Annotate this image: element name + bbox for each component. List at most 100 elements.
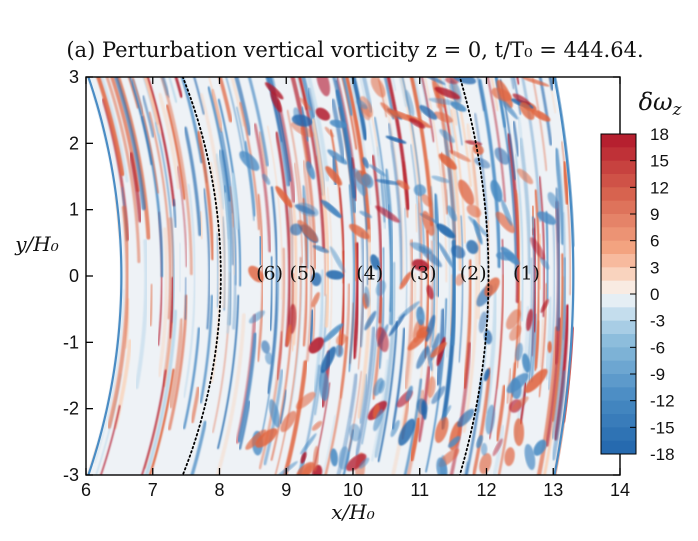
- vorticity-streak: [130, 77, 162, 134]
- colorbar-swatch: [601, 174, 636, 188]
- vorticity-streak: [293, 162, 304, 264]
- vorticity-streak: [172, 198, 178, 229]
- colorbar-tick-label: 3: [650, 258, 659, 277]
- vorticity-blob: [373, 409, 384, 432]
- x-tick-label: 8: [214, 480, 224, 500]
- vorticity-streak: [330, 98, 346, 163]
- vorticity-streak: [199, 210, 204, 240]
- vorticity-blob: [315, 107, 331, 121]
- vorticity-blob: [505, 309, 521, 330]
- vorticity-blob: [329, 246, 346, 273]
- vorticity-streak: [218, 77, 246, 127]
- vorticity-streak: [217, 294, 240, 450]
- vorticity-blob: [262, 173, 271, 186]
- vorticity-blob: [524, 443, 536, 471]
- x-axis-label: x/H₀: [331, 500, 374, 524]
- colorbar-swatch: [601, 347, 636, 362]
- vorticity-blob: [447, 205, 457, 222]
- vorticity-blob: [312, 245, 330, 253]
- colorbar-tick-labels: 18 15 12 9 6 3 0 -3 -6 -9 -12 -15 -18: [630, 125, 675, 464]
- vorticity-streak: [477, 338, 488, 413]
- vorticity-blob: [364, 286, 371, 308]
- y-tick-label: 3: [69, 67, 79, 87]
- vorticity-streak: [512, 120, 520, 157]
- vorticity-streak: [514, 153, 524, 322]
- vorticity-streak: [518, 137, 532, 275]
- x-tick-label: 10: [343, 480, 363, 500]
- region-labels: (6) (5) (4) (3) (2) (1): [256, 263, 540, 285]
- vorticity-blob: [290, 223, 303, 236]
- vorticity-streak: [118, 77, 159, 194]
- vorticity-blob: [458, 179, 475, 206]
- vorticity-blob: [511, 396, 529, 411]
- vorticity-streak: [86, 444, 97, 475]
- vorticity-blob: [356, 99, 368, 110]
- colorbar-swatch: [601, 294, 636, 308]
- vorticity-streak: [389, 272, 418, 475]
- vorticity-streak: [221, 149, 235, 266]
- vorticity-blob: [346, 453, 367, 472]
- vorticity-streak: [261, 267, 279, 435]
- colorbar-title: δωz: [639, 88, 682, 119]
- vorticity-streak: [190, 386, 201, 424]
- colorbar-swatch: [601, 414, 636, 428]
- vorticity-blob: [539, 257, 550, 270]
- vorticity-blob: [517, 168, 534, 185]
- vorticity-streak: [300, 126, 317, 270]
- vorticity-streak: [465, 123, 482, 320]
- colorbar-swatch: [601, 254, 636, 268]
- dotted-curve-1: [181, 77, 222, 475]
- vorticity-streak: [178, 242, 182, 292]
- vorticity-blob: [421, 194, 432, 207]
- vorticity-streak: [275, 99, 297, 203]
- vorticity-blob: [515, 342, 523, 362]
- vorticity-streak: [238, 77, 269, 167]
- vorticity-blob: [299, 97, 312, 111]
- vorticity-streak: [202, 188, 211, 330]
- colorbar-tick-label: 12: [650, 178, 669, 197]
- vorticity-streak: [176, 166, 188, 268]
- vorticity-blob: [352, 168, 367, 196]
- vorticity-streak: [478, 78, 501, 269]
- vorticity-blob: [338, 446, 350, 470]
- vorticity-streak: [425, 298, 448, 473]
- vorticity-streak: [107, 205, 130, 429]
- vorticity-blob: [431, 175, 451, 183]
- vorticity-streak: [491, 425, 505, 475]
- vorticity-streak: [210, 88, 224, 133]
- vorticity-streak: [464, 376, 484, 475]
- vorticity-blob: [378, 380, 386, 394]
- vorticity-streak: [230, 172, 240, 230]
- vorticity-blobs: [239, 77, 559, 475]
- domain-boundary: [87, 77, 575, 475]
- region-label: (6): [256, 263, 283, 285]
- vorticity-streak: [538, 176, 546, 318]
- vorticity-streak: [301, 160, 314, 363]
- vorticity-streak: [400, 77, 434, 227]
- vorticity-streak: [280, 77, 313, 169]
- vorticity-blob: [450, 77, 477, 85]
- vorticity-blob: [422, 210, 435, 236]
- vorticity-streak: [179, 420, 207, 475]
- vorticity-streak: [511, 189, 521, 398]
- y-axis-label: y/H₀: [14, 232, 59, 256]
- vorticity-streak: [315, 415, 336, 475]
- vorticity-blob: [390, 420, 400, 438]
- vorticity-streak: [416, 191, 424, 315]
- vorticity-streak: [114, 77, 151, 240]
- vorticity-streak: [309, 309, 314, 345]
- vorticity-streak: [374, 261, 397, 458]
- vorticity-blob: [547, 341, 552, 353]
- vorticity-streak: [371, 297, 384, 400]
- vorticity-blob: [494, 147, 510, 165]
- vorticity-blob: [425, 314, 436, 342]
- vorticity-blob: [509, 325, 522, 341]
- vorticity-blob: [418, 77, 446, 85]
- vorticity-blob: [419, 105, 438, 120]
- vorticity-streak: [562, 161, 570, 205]
- vorticity-streak: [139, 368, 175, 475]
- vorticity-blob: [500, 199, 513, 226]
- vorticity-blob: [265, 352, 274, 365]
